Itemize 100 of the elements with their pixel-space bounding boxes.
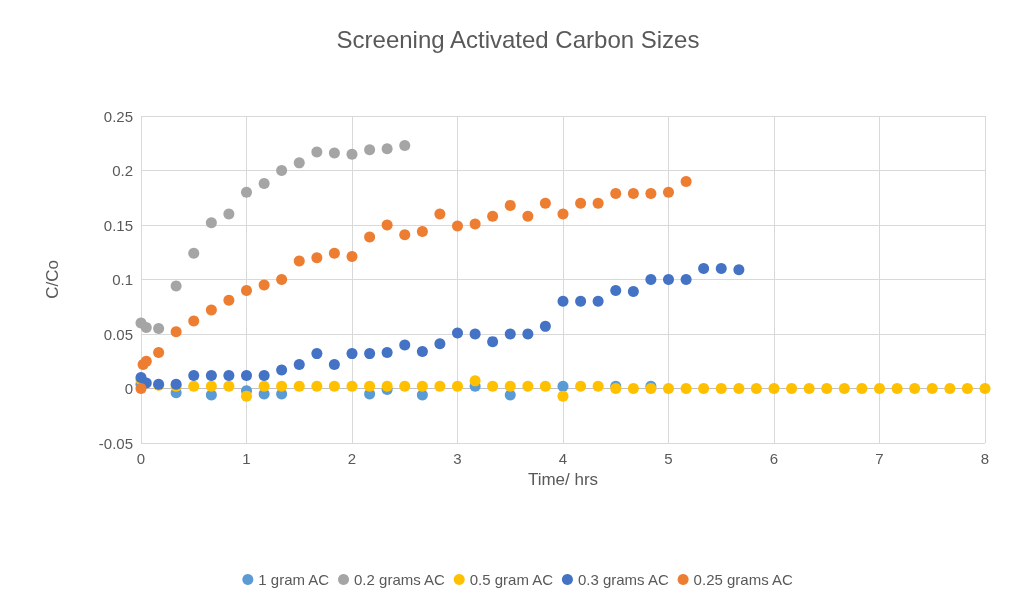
point xyxy=(592,197,604,209)
point xyxy=(891,383,903,394)
point xyxy=(821,383,833,394)
point xyxy=(592,295,604,307)
point xyxy=(364,144,376,156)
point xyxy=(241,186,252,198)
x-tick-label: 0 xyxy=(136,450,146,467)
point xyxy=(399,139,411,151)
point xyxy=(346,348,358,360)
chart-title: Screening Activated Carbon Sizes xyxy=(336,25,700,53)
x-tick-label: 7 xyxy=(875,450,884,467)
point xyxy=(627,187,639,199)
point xyxy=(961,383,973,394)
point xyxy=(416,380,428,392)
point xyxy=(733,383,745,394)
point xyxy=(663,186,674,198)
point xyxy=(276,165,288,176)
point xyxy=(140,321,152,333)
point xyxy=(311,146,323,158)
point xyxy=(627,285,639,297)
point xyxy=(205,380,217,392)
point xyxy=(733,264,745,276)
point xyxy=(293,157,305,169)
point xyxy=(979,383,991,394)
point xyxy=(346,148,358,160)
point xyxy=(522,328,534,340)
point xyxy=(452,380,463,392)
y-tick-label: 0.25 xyxy=(103,107,133,125)
point xyxy=(311,380,323,392)
point xyxy=(750,383,762,394)
point xyxy=(610,187,622,199)
point xyxy=(241,390,252,402)
point xyxy=(434,208,446,220)
y-tick-label: 0.1 xyxy=(112,271,133,288)
legend-label: 0.25 grams AC xyxy=(693,571,793,588)
point xyxy=(311,252,323,264)
point xyxy=(522,210,534,222)
point xyxy=(803,383,815,394)
point xyxy=(874,383,885,394)
point xyxy=(311,348,323,360)
point xyxy=(223,294,235,306)
point xyxy=(627,383,639,394)
point xyxy=(188,315,200,327)
point xyxy=(258,279,270,291)
point xyxy=(223,369,235,381)
point xyxy=(381,380,393,392)
point xyxy=(346,380,358,392)
y-tick-label: 0.05 xyxy=(103,325,133,343)
point xyxy=(258,380,270,392)
point xyxy=(663,274,674,285)
point xyxy=(293,255,305,267)
point xyxy=(328,147,340,159)
point xyxy=(592,380,604,392)
point xyxy=(487,210,499,222)
point xyxy=(786,383,798,394)
point xyxy=(698,383,710,394)
point xyxy=(909,383,921,394)
point xyxy=(610,284,622,296)
point xyxy=(293,359,305,371)
point xyxy=(557,380,569,392)
x-tick-label: 5 xyxy=(664,450,673,467)
point xyxy=(557,390,569,402)
point xyxy=(768,383,780,394)
point xyxy=(680,175,692,187)
point xyxy=(381,219,393,231)
point xyxy=(539,320,551,332)
point xyxy=(469,218,481,230)
point xyxy=(645,274,657,285)
point xyxy=(416,345,428,357)
point xyxy=(241,284,252,296)
point xyxy=(680,274,692,285)
x-tick-label: 4 xyxy=(558,450,568,467)
point xyxy=(364,348,376,360)
point xyxy=(399,339,411,351)
point xyxy=(504,328,516,340)
y-tick-label: -0.05 xyxy=(98,434,133,452)
point xyxy=(276,380,288,392)
y-axis-title: C/Co xyxy=(43,260,62,299)
point xyxy=(926,383,938,394)
point xyxy=(258,178,270,190)
point xyxy=(293,380,305,392)
point xyxy=(575,197,587,209)
point xyxy=(487,380,499,392)
point xyxy=(522,380,534,392)
point xyxy=(153,323,165,335)
point xyxy=(153,347,165,359)
point xyxy=(205,369,217,381)
point xyxy=(188,380,200,392)
legend-label: 0.3 grams AC xyxy=(577,571,669,588)
point xyxy=(469,328,481,340)
point xyxy=(328,247,340,259)
point xyxy=(135,383,147,394)
point xyxy=(452,327,463,339)
point xyxy=(188,369,200,381)
point xyxy=(434,380,446,392)
point xyxy=(645,187,657,199)
point xyxy=(487,336,499,348)
point xyxy=(452,220,463,232)
point xyxy=(328,380,340,392)
point xyxy=(381,347,393,359)
